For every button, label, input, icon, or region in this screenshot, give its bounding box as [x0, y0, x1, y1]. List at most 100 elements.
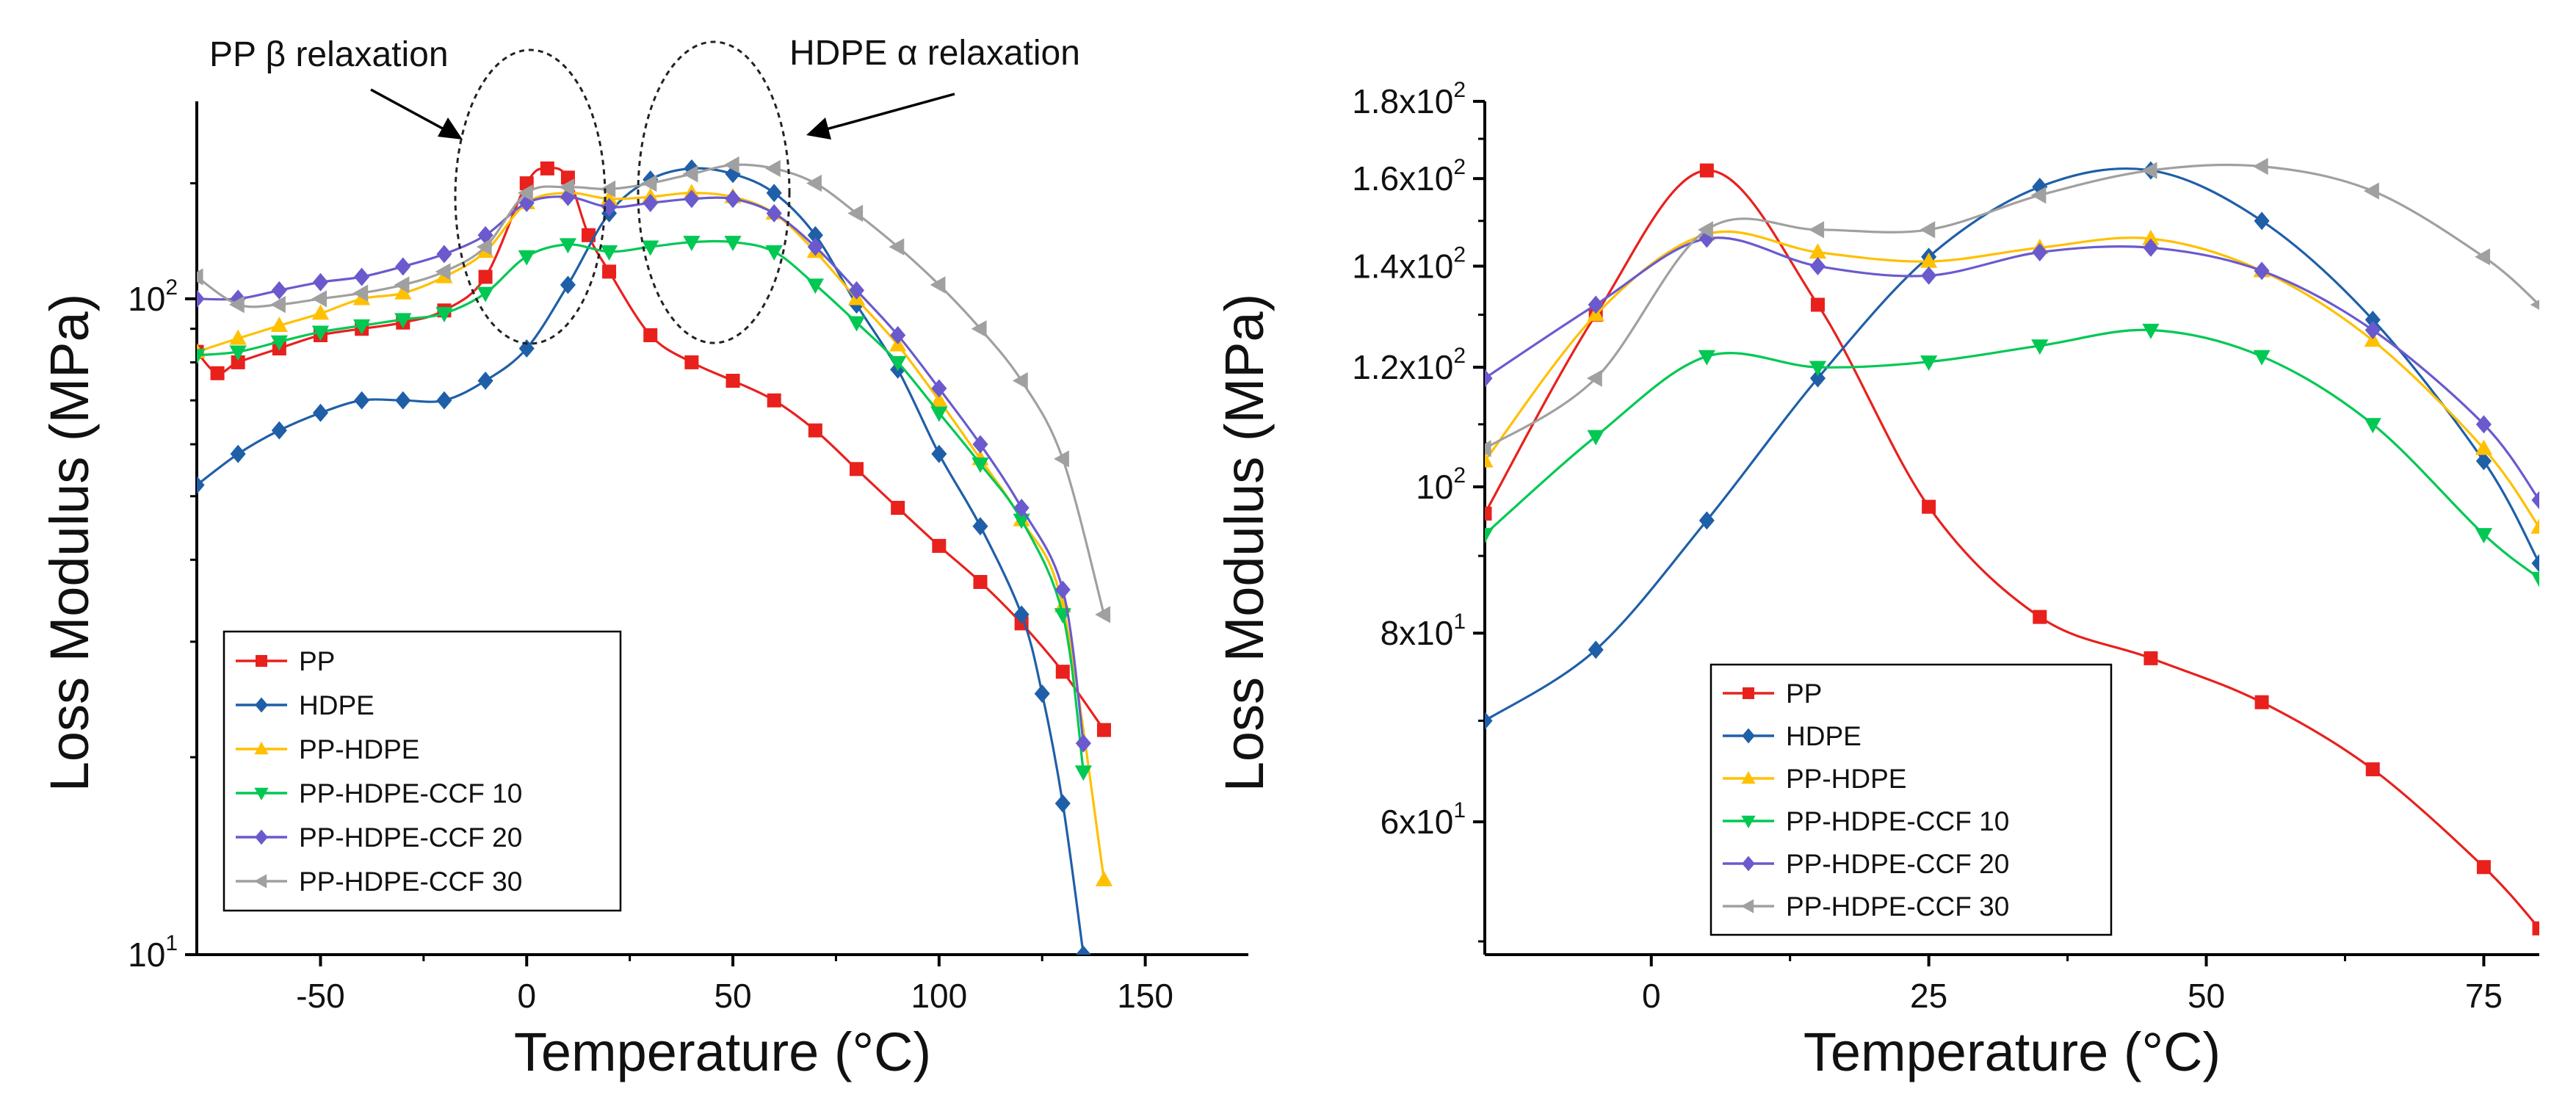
legend-label: PP — [1786, 679, 1822, 709]
data-point — [972, 435, 988, 454]
data-point — [1055, 665, 1070, 679]
series-line — [1485, 167, 2539, 722]
data-point — [1922, 499, 1936, 514]
data-point — [684, 355, 699, 369]
data-point — [1095, 870, 1113, 886]
data-point — [1096, 723, 1111, 737]
data-point — [890, 325, 906, 344]
data-point — [2033, 610, 2047, 624]
data-point — [2254, 695, 2269, 709]
data-point — [1698, 511, 1715, 530]
annotations: PP β relaxation HDPE α relaxation — [209, 34, 1080, 345]
data-point — [477, 371, 493, 390]
legend-item: PP — [1723, 679, 1822, 709]
x-tick-label: 100 — [911, 977, 967, 1015]
pp-beta-relaxation-label: PP β relaxation — [209, 35, 449, 74]
legend-marker — [1742, 856, 1755, 872]
data-point — [2030, 187, 2047, 204]
data-point — [2254, 261, 2270, 281]
data-point — [581, 228, 596, 242]
data-point — [2531, 491, 2539, 510]
data-point — [2364, 331, 2381, 347]
data-point — [930, 391, 948, 407]
legend-item: PP-HDPE-CCF 10 — [236, 778, 522, 809]
legend-label: PP-HDPE-CCF 20 — [1786, 849, 2009, 879]
legend-marker — [1741, 899, 1754, 914]
data-point — [1075, 945, 1091, 955]
legend: PP HDPE PP-HDPE PP-HDPE-CCF 10 PP-HDPE-CCF 2… — [222, 630, 622, 912]
data-point — [726, 373, 740, 388]
series-pp-hdpe-ccf-30 — [1485, 157, 2539, 457]
y-tick-label: 6x101 — [1381, 798, 1466, 841]
data-point — [2365, 762, 2380, 777]
data-point — [476, 238, 492, 256]
data-point — [806, 174, 822, 192]
legend-label: PP-HDPE-CCF 20 — [299, 822, 522, 853]
data-point — [600, 245, 618, 261]
series-pp-hdpe-ccf-20 — [1485, 229, 2539, 510]
data-point — [394, 313, 412, 329]
x-tick-label: 150 — [1117, 977, 1173, 1015]
legend-item: HDPE — [1723, 721, 1862, 751]
series-hdpe — [1485, 161, 2539, 730]
data-point — [643, 193, 659, 212]
data-point — [559, 178, 575, 196]
data-point — [271, 421, 287, 440]
data-point — [850, 462, 864, 477]
series-line — [1485, 163, 2539, 450]
legend-item: PP-HDPE — [1723, 764, 1906, 794]
data-point — [973, 575, 988, 590]
data-point — [312, 403, 329, 422]
data-point — [518, 250, 535, 266]
pp-beta-region-ellipse — [454, 48, 607, 345]
y-tick-label: 1.2x102 — [1352, 344, 1466, 386]
data-point — [2364, 418, 2381, 434]
series-line — [197, 163, 1106, 615]
data-point — [1485, 452, 1494, 468]
data-point — [1013, 499, 1030, 518]
series-pp-hdpe-ccf-10 — [197, 236, 1093, 781]
data-point — [889, 355, 907, 372]
y-tick-label: 1.8x102 — [1352, 78, 1466, 120]
legend-label: HDPE — [1786, 721, 1862, 751]
x-tick-label: 50 — [2188, 977, 2225, 1015]
data-point — [2032, 243, 2048, 261]
plot-area — [1485, 157, 2539, 936]
data-point — [2531, 554, 2539, 573]
data-point — [1809, 256, 1826, 275]
legend-label: PP-HDPE-CCF 10 — [1786, 806, 2009, 836]
data-point — [1698, 350, 1715, 366]
data-point — [2143, 651, 2158, 665]
data-point — [394, 276, 410, 294]
data-point — [312, 272, 329, 292]
data-point — [2475, 439, 2493, 455]
y-tick-label: 1.6x102 — [1352, 155, 1466, 198]
data-point — [354, 391, 370, 410]
legend-item: PP-HDPE-CCF 20 — [1723, 849, 2009, 879]
legend-marker — [255, 829, 268, 845]
data-point — [395, 257, 411, 276]
data-point — [807, 237, 823, 256]
hdpe-alpha-relaxation-label: HDPE α relaxation — [789, 34, 1080, 73]
legend-marker — [254, 787, 269, 800]
data-point — [2475, 248, 2491, 266]
data-point — [436, 391, 452, 410]
legend-item: PP-HDPE — [236, 734, 419, 764]
data-point — [1034, 684, 1050, 704]
data-point — [1809, 361, 1827, 377]
data-point — [643, 328, 658, 342]
data-point — [197, 268, 203, 286]
data-point — [1095, 606, 1111, 623]
legend-item: PP-HDPE-CCF 20 — [236, 822, 522, 853]
data-point — [641, 174, 657, 192]
data-point — [311, 304, 330, 320]
data-point — [210, 366, 225, 380]
legend-item: HDPE — [236, 690, 375, 720]
data-point — [2143, 238, 2159, 257]
legend-marker — [1741, 815, 1756, 828]
hdpe-alpha-region-ellipse — [637, 40, 791, 344]
data-point — [560, 275, 576, 294]
data-point — [2142, 323, 2160, 339]
data-point — [228, 296, 245, 314]
